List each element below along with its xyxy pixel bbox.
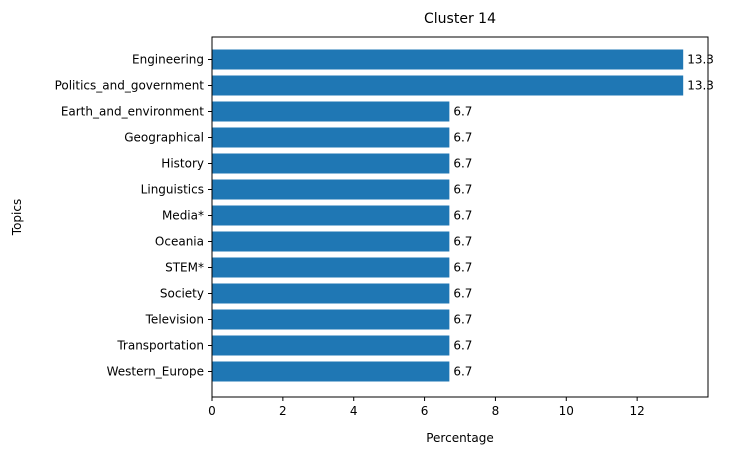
x-axis-label: Percentage [426, 431, 494, 445]
bar [212, 283, 450, 304]
bar [212, 179, 450, 200]
data-label: 6.7 [453, 183, 472, 197]
data-label: 13.3 [687, 53, 714, 67]
data-label: 6.7 [453, 209, 472, 223]
bar [212, 75, 684, 96]
data-label: 6.7 [453, 261, 472, 275]
y-tick-label: STEM* [165, 261, 204, 275]
y-axis-label: Topics [10, 199, 24, 236]
data-label: 6.7 [453, 339, 472, 353]
chart-title: Cluster 14 [424, 11, 496, 27]
plot-frame [211, 36, 709, 398]
y-tick-label: Western_Europe [107, 365, 204, 379]
bar [212, 205, 450, 226]
y-tick-label: Society [160, 287, 204, 301]
x-tick-label: 0 [208, 404, 216, 418]
data-labels: 13.3 13.3 6.7 6.7 6.7 6.7 6.7 6.7 6.7 6.7 6.7 6.7 6.… [453, 53, 714, 379]
y-tick-label: Politics_and_government [55, 79, 205, 93]
bar [212, 231, 450, 252]
bar [212, 309, 450, 330]
bars-group [212, 49, 684, 382]
data-label: 6.7 [453, 313, 472, 327]
data-label: 6.7 [453, 157, 472, 171]
bar [212, 49, 684, 70]
y-tick-label: Linguistics [141, 183, 204, 197]
data-label: 6.7 [453, 287, 472, 301]
bar [212, 101, 450, 122]
y-tick-label: Television [145, 313, 204, 327]
bar [212, 257, 450, 278]
data-label: 6.7 [453, 235, 472, 249]
y-tick-label: Transportation [116, 339, 204, 353]
x-tick-label: 12 [630, 404, 645, 418]
x-tick-label: 6 [421, 404, 429, 418]
bar [212, 335, 450, 356]
bar [212, 361, 450, 382]
x-tick-label: 8 [492, 404, 500, 418]
x-ticks: 0 2 4 6 8 10 12 [208, 397, 645, 418]
y-tick-label: Media* [162, 209, 204, 223]
x-tick-label: 2 [279, 404, 287, 418]
x-tick-label: 4 [350, 404, 358, 418]
y-tick-label: Geographical [124, 131, 204, 145]
bar [212, 127, 450, 148]
data-label: 6.7 [453, 105, 472, 119]
y-tick-label: Oceania [155, 235, 204, 249]
data-label: 6.7 [453, 131, 472, 145]
data-label: 13.3 [687, 79, 714, 93]
y-tick-labels: Engineering Politics_and_government Earth_… [55, 53, 212, 379]
bar [212, 153, 450, 174]
x-tick-label: 10 [559, 404, 574, 418]
y-tick-label: History [161, 157, 204, 171]
y-tick-label: Earth_and_environment [61, 105, 204, 119]
y-tick-label: Engineering [132, 53, 204, 67]
data-label: 6.7 [453, 365, 472, 379]
